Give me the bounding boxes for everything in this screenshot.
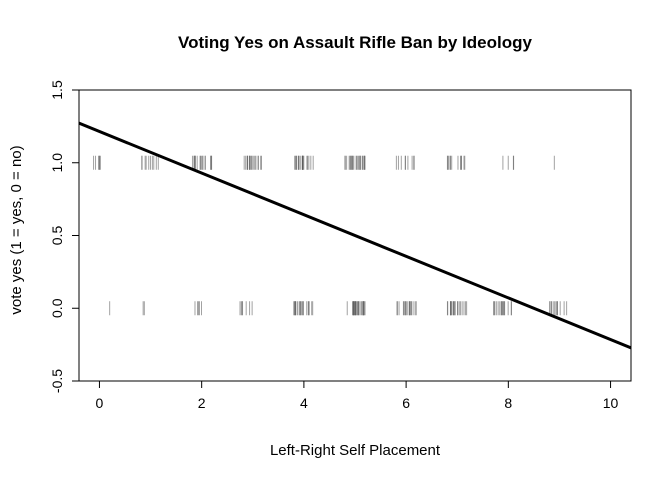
plot-marks	[79, 121, 631, 350]
y-tick-label: -0.5	[49, 369, 65, 393]
x-axis-label: Left-Right Self Placement	[270, 442, 441, 459]
x-tick-label: 4	[300, 395, 308, 411]
x-tick-label: 2	[198, 395, 206, 411]
x-tick-label: 6	[402, 395, 410, 411]
y-tick-label: 1.5	[49, 80, 65, 100]
x-tick-label: 0	[96, 395, 104, 411]
y-tick-label: 0.0	[49, 298, 65, 318]
fitted-line	[79, 121, 631, 350]
y-axis: -0.5 0.0 0.5 1.0 1.5	[49, 80, 80, 393]
y-tick-label: 0.5	[49, 226, 65, 246]
x-axis: 0 2 4 6 8 10	[96, 380, 619, 411]
chart-title: Voting Yes on Assault Rifle Ban by Ideol…	[178, 33, 532, 52]
y-axis-label: vote yes (1 = yes, 0 = no)	[8, 145, 25, 314]
y-tick-label: 1.0	[49, 153, 65, 173]
plot-area	[78, 89, 632, 382]
x-tick-label: 10	[603, 395, 619, 411]
x-tick-label: 8	[504, 395, 512, 411]
